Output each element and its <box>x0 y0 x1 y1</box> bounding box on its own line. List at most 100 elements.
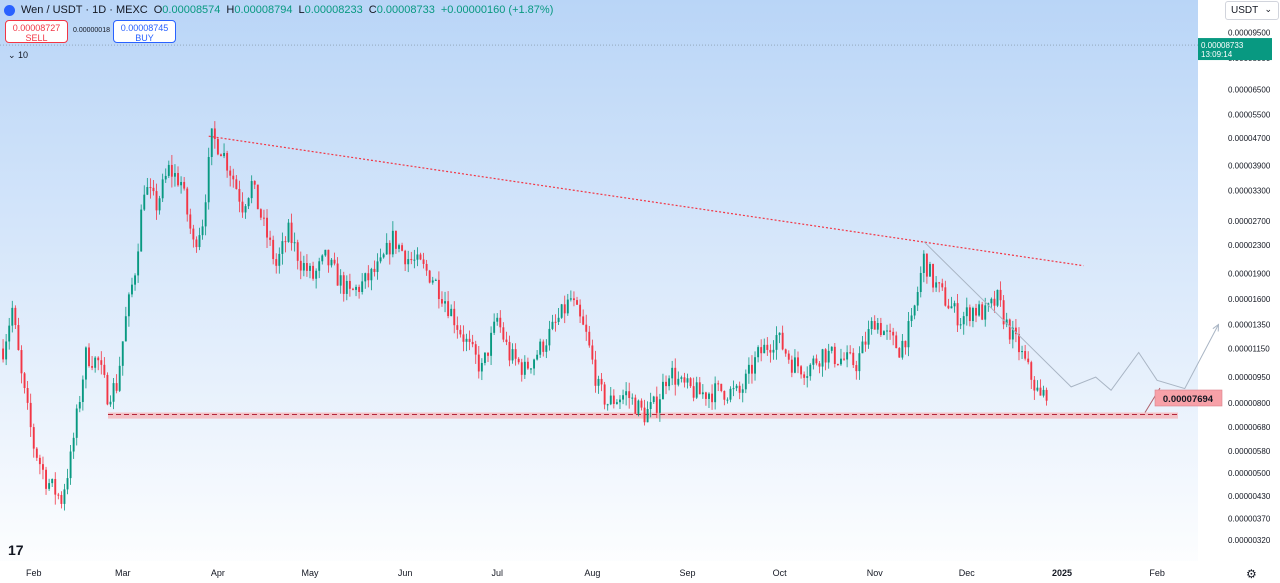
candle-body <box>572 298 575 301</box>
candle-body <box>975 307 977 316</box>
buy-button[interactable]: 0.00008745 BUY <box>113 20 176 43</box>
candle-body <box>1042 389 1045 396</box>
candle-body <box>183 181 186 189</box>
y-tick-label: 0.00001900 <box>1228 269 1271 278</box>
gear-icon[interactable]: ⚙ <box>1246 567 1257 581</box>
candle-body <box>284 241 287 243</box>
candle-body <box>539 341 542 355</box>
candle-body <box>78 401 81 409</box>
candle-body <box>965 307 968 317</box>
candle-body <box>207 156 210 203</box>
candle-body <box>1018 334 1020 353</box>
indicator-toggle[interactable]: ⌄ 10 <box>8 50 29 60</box>
candle-body <box>483 352 486 363</box>
candle-body <box>585 324 588 332</box>
tradingview-logo[interactable]: 17 <box>8 542 24 558</box>
candle-body <box>505 339 508 342</box>
candle-body <box>109 401 112 405</box>
candle-body <box>131 284 133 295</box>
candle-body <box>1036 387 1039 391</box>
candle-body <box>953 303 956 307</box>
candle-body <box>658 399 661 413</box>
candle-body <box>674 367 677 385</box>
candle-body <box>882 331 885 335</box>
candle-body <box>606 404 609 406</box>
candle-body <box>652 396 655 403</box>
candle-body <box>137 251 140 276</box>
candle-body <box>723 391 726 400</box>
candle-body <box>391 230 394 255</box>
candle-body <box>29 402 32 428</box>
support-zone <box>108 412 1178 419</box>
candle-body <box>1008 319 1011 340</box>
last-price-text: 0.00008733 <box>1201 41 1244 50</box>
candle-body <box>220 154 222 157</box>
candle-body <box>192 228 195 240</box>
candle-body <box>247 198 250 207</box>
candle-body <box>250 181 253 199</box>
candle-body <box>889 330 892 332</box>
candle-body <box>54 478 57 495</box>
last-price-badge <box>1198 38 1272 61</box>
close-value: 0.00008733 <box>376 4 435 16</box>
candle-body <box>468 338 471 342</box>
symbol-title[interactable]: Wen / USDT · 1D · MEXC <box>21 4 148 16</box>
candle-body <box>32 427 35 449</box>
candle-body <box>818 363 821 367</box>
candle-body <box>692 386 695 398</box>
candle-body <box>180 181 183 186</box>
candle-body <box>256 184 259 210</box>
countdown-text: 13:09:14 <box>1201 50 1233 59</box>
y-tick-label: 0.00003300 <box>1228 187 1271 196</box>
candle-body <box>729 388 732 400</box>
candle-body <box>26 388 29 403</box>
candle-body <box>318 261 321 271</box>
candle-body <box>1024 351 1027 359</box>
close-key: C <box>368 4 377 16</box>
candle-body <box>588 331 591 346</box>
x-tick-label: Jun <box>398 568 413 578</box>
candle-body <box>916 292 919 306</box>
candle-body <box>385 242 388 255</box>
candle-body <box>330 259 333 266</box>
candle-body <box>714 383 717 403</box>
candle-body <box>1005 319 1008 325</box>
candle-body <box>91 366 94 368</box>
candle-body <box>993 298 996 306</box>
candle-body <box>1002 300 1005 325</box>
candle-body <box>404 250 407 265</box>
candle-body <box>352 288 354 290</box>
y-tick-label: 0.00006500 <box>1228 85 1271 94</box>
x-tick-label: Mar <box>115 568 131 578</box>
candle-body <box>5 341 8 360</box>
candle-body <box>450 308 453 317</box>
candle-body <box>603 384 606 405</box>
candle-body <box>447 301 450 317</box>
candle-body <box>235 179 238 189</box>
sell-button[interactable]: 0.00008727 SELL <box>5 20 68 43</box>
y-tick-label: 0.00000430 <box>1228 492 1271 501</box>
candle-body <box>677 378 680 385</box>
candle-body <box>216 138 219 155</box>
candle-body <box>665 381 667 387</box>
candle-body <box>210 128 213 157</box>
candle-body <box>615 402 618 404</box>
candle-body <box>1011 327 1014 340</box>
candle-body <box>232 175 235 180</box>
candle-body <box>72 437 75 452</box>
x-tick-label: Sep <box>679 568 695 578</box>
candle-body <box>269 237 272 240</box>
candle-body <box>536 354 539 360</box>
candle-body <box>971 307 974 322</box>
candle-body <box>1033 379 1036 391</box>
candle-body <box>112 383 115 402</box>
candle-body <box>287 222 290 242</box>
candle-body <box>551 321 554 329</box>
candle-body <box>533 359 535 369</box>
candle-body <box>17 325 20 351</box>
currency-select[interactable]: USDT ⌄ <box>1225 1 1279 20</box>
y-tick-label: 0.00002700 <box>1228 217 1271 226</box>
candle-body <box>612 395 615 404</box>
candle-body <box>226 152 229 171</box>
